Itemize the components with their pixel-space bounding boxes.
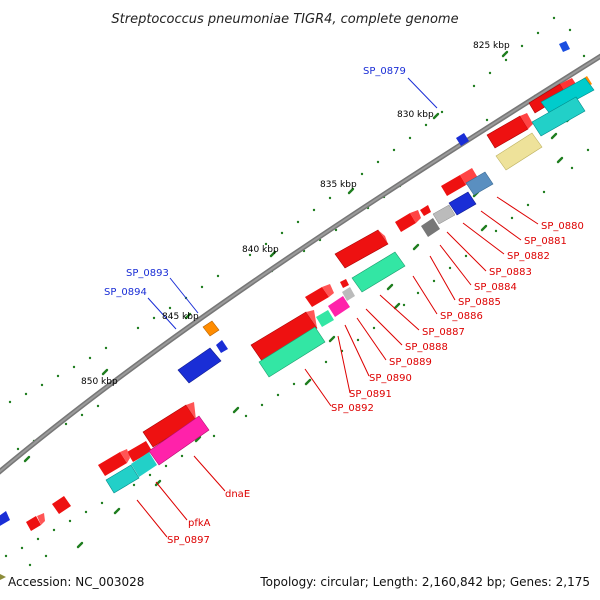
blue-gene-labels: SP_0879 SP_0893 SP_0894 — [104, 66, 406, 298]
scale-label: 845 kbp — [162, 312, 199, 322]
gene-label[interactable]: SP_0881 — [524, 236, 567, 247]
forward-strand-genes — [0, 41, 578, 531]
map-title: Streptococcus pneumoniae TIGR4, complete… — [111, 12, 458, 27]
scale-label: 835 kbp — [320, 180, 357, 190]
red-gene-labels: SP_0880 SP_0881 SP_0882 SP_0883 SP_0884 … — [167, 221, 584, 546]
gene-label[interactable]: SP_0879 — [363, 66, 406, 77]
gene-label[interactable]: SP_0891 — [349, 389, 392, 400]
gene-label[interactable]: pfkA — [188, 518, 211, 529]
gene-blue-arrow — [456, 133, 469, 146]
tick-track-inner — [4, 148, 590, 567]
marker-icon — [0, 574, 6, 580]
gene-label[interactable]: SP_0880 — [541, 221, 584, 232]
gene-label[interactable]: SP_0887 — [422, 327, 465, 338]
gene-label[interactable]: SP_0897 — [167, 535, 210, 546]
gene-label[interactable]: SP_0885 — [458, 297, 501, 308]
label-leaders — [136, 77, 539, 538]
gene-label[interactable]: SP_0882 — [507, 251, 550, 262]
gene-orange — [202, 320, 220, 337]
gene-label[interactable]: dnaE — [225, 489, 250, 500]
gene-label[interactable]: SP_0883 — [489, 267, 532, 278]
gene-label[interactable]: SP_0889 — [389, 357, 432, 368]
scale-labels: 825 kbp 830 kbp 835 kbp 840 kbp 845 kbp … — [81, 41, 510, 387]
genome-summary: Topology: circular; Length: 2,160,842 bp… — [259, 575, 590, 589]
scale-label: 825 kbp — [473, 41, 510, 51]
scale-label: 850 kbp — [81, 377, 118, 387]
gene-label[interactable]: SP_0884 — [474, 282, 517, 293]
accession-label: Accession: NC_003028 — [8, 575, 144, 589]
gene-label[interactable]: SP_0886 — [440, 311, 483, 322]
gene-label[interactable]: SP_0893 — [126, 268, 169, 279]
reverse-strand-genes — [105, 76, 595, 494]
gene-label[interactable]: SP_0892 — [331, 403, 374, 414]
scale-label: 840 kbp — [242, 245, 279, 255]
gene-label[interactable]: SP_0888 — [405, 342, 448, 353]
genome-backbone — [0, 53, 600, 475]
scale-label: 830 kbp — [397, 110, 434, 120]
gene-blue — [177, 347, 222, 384]
gene-blue-arrow — [559, 41, 570, 52]
gene-label[interactable]: SP_0890 — [369, 373, 412, 384]
gene-label[interactable]: SP_0894 — [104, 287, 147, 298]
